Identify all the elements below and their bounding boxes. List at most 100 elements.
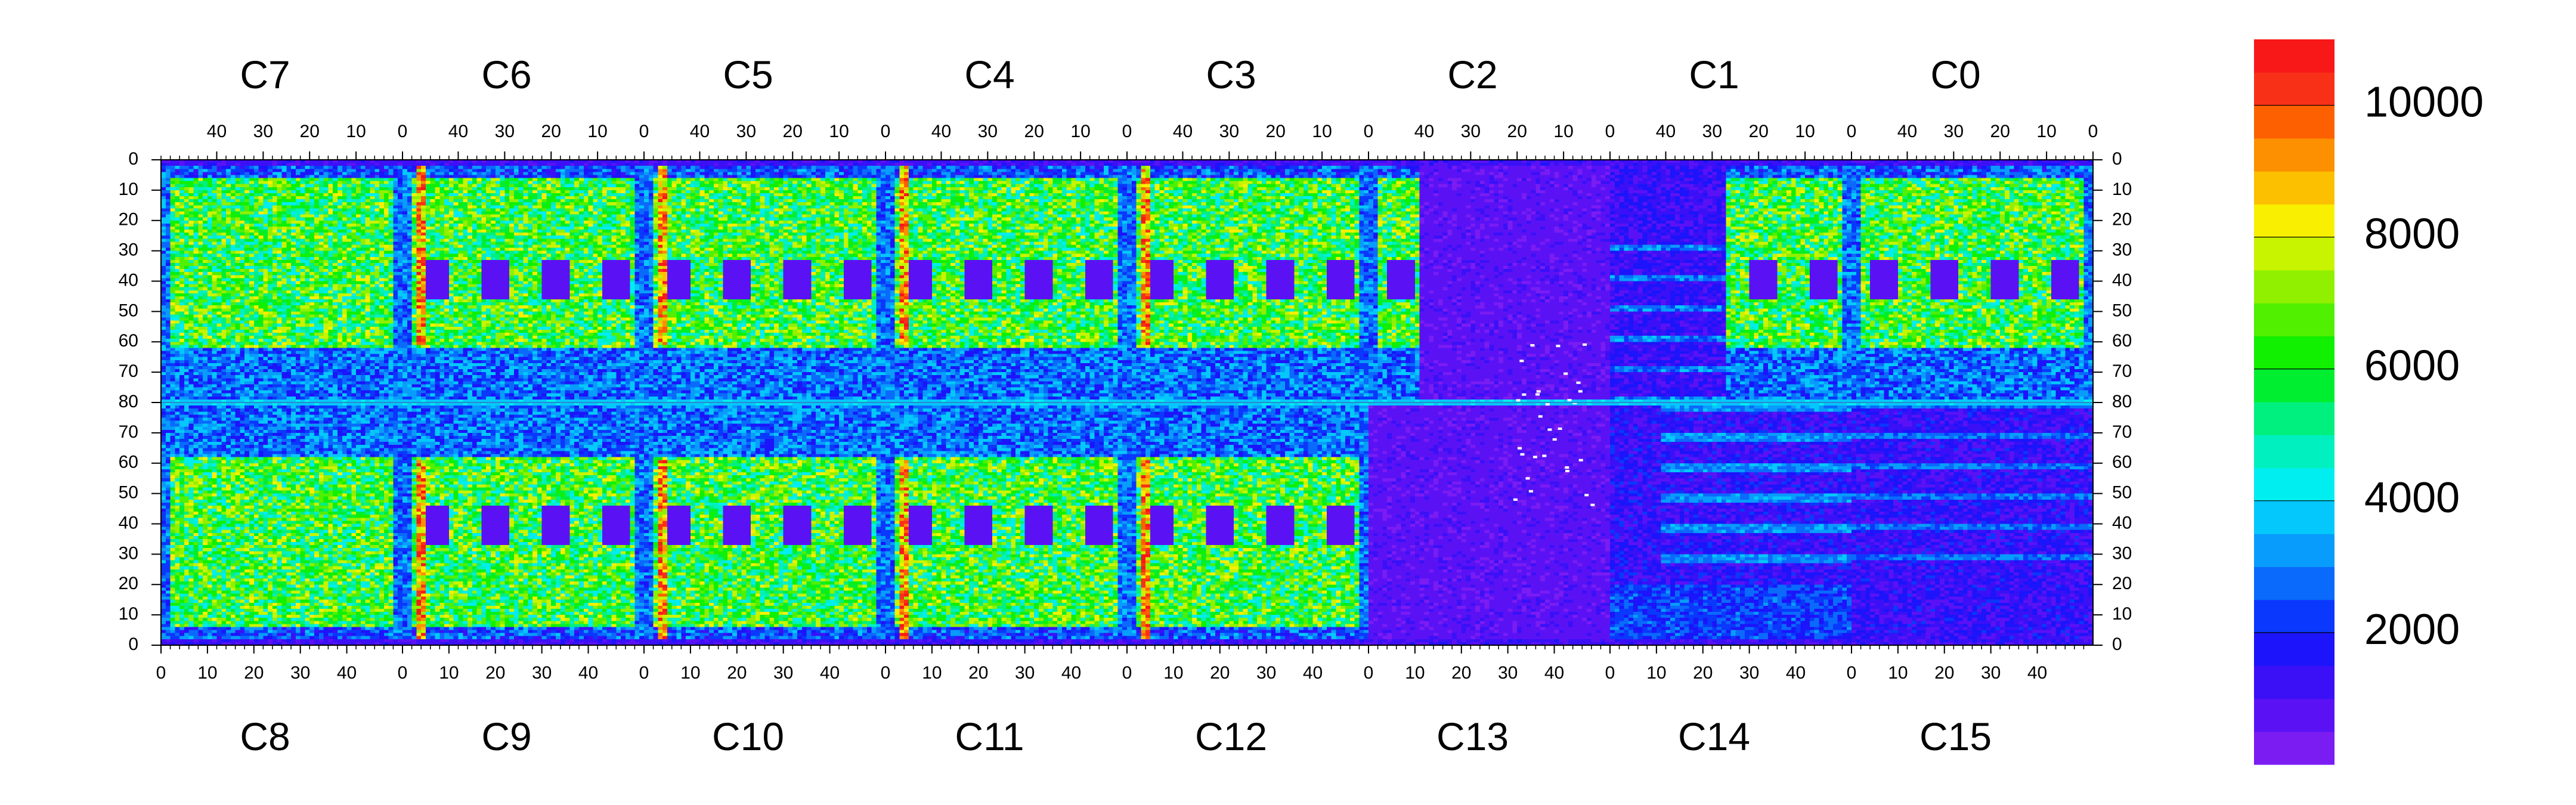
bottom-axis: 0 10 20 30 40 0 10 20 30 40 0 10 20 30 40 0 10 20 30 40 0 10 2… bbox=[156, 645, 2085, 683]
top-chip-labels: C7 C6 C5 C4 C3 C2 C1 C0 bbox=[240, 52, 1980, 97]
bottom-tick-label: 0 bbox=[881, 663, 891, 683]
bottom-tick-label: 40 bbox=[1061, 663, 1081, 683]
chip-label-c10: C10 bbox=[712, 714, 784, 758]
saturated-pixel bbox=[1547, 428, 1552, 431]
left-tick-label: 20 bbox=[119, 210, 138, 230]
top-tick-label: 40 bbox=[1656, 122, 1676, 141]
colorbar-segment bbox=[2254, 632, 2334, 666]
bottom-tick-label: 30 bbox=[1015, 663, 1035, 683]
colorbar-segment bbox=[2254, 500, 2334, 534]
saturated-pixel bbox=[1558, 427, 1562, 430]
top-tick-label: 10 bbox=[2036, 122, 2056, 141]
saturated-pixel bbox=[1532, 456, 1537, 459]
colorbar-segment bbox=[2254, 138, 2334, 172]
chip-label-c0: C0 bbox=[1930, 52, 1980, 97]
bottom-tick-label: 10 bbox=[197, 663, 217, 683]
left-tick-label: 10 bbox=[119, 179, 138, 199]
colorbar-label: 8000 bbox=[2364, 210, 2460, 258]
saturated-pixel bbox=[1542, 454, 1547, 457]
right-tick-label: 70 bbox=[2112, 422, 2132, 442]
right-tick-label: 0 bbox=[2112, 149, 2122, 169]
bottom-tick-label: 40 bbox=[1786, 663, 1806, 683]
colorbar-segment bbox=[2254, 698, 2334, 732]
top-tick-label: 20 bbox=[783, 122, 803, 141]
colorbar-segment bbox=[2254, 303, 2334, 337]
colorbar-segment bbox=[2254, 270, 2334, 304]
right-tick-label: 70 bbox=[2112, 361, 2132, 381]
colorbar-segment bbox=[2254, 566, 2334, 600]
saturated-pixel bbox=[1538, 415, 1543, 418]
colorbar-label: 2000 bbox=[2364, 606, 2460, 654]
saturated-pixel bbox=[1578, 390, 1583, 393]
left-tick-label: 20 bbox=[119, 574, 138, 593]
colorbar-segment bbox=[2254, 171, 2334, 205]
bottom-tick-label: 30 bbox=[532, 663, 552, 683]
bottom-tick-label: 20 bbox=[968, 663, 988, 683]
saturated-pixel bbox=[1528, 490, 1533, 493]
bottom-tick-label: 40 bbox=[578, 663, 598, 683]
bottom-tick-label: 40 bbox=[1544, 663, 1564, 683]
colorbar-segment bbox=[2254, 72, 2334, 106]
colorbar-segment bbox=[2254, 105, 2334, 139]
bottom-tick-label: 20 bbox=[1693, 663, 1713, 683]
chip-label-c2: C2 bbox=[1447, 52, 1497, 97]
bottom-tick-label: 0 bbox=[1364, 663, 1374, 683]
right-axis: 0 10 20 30 40 50 60 70 80 70 60 50 40 30 20 10 0 bbox=[2093, 149, 2132, 654]
colorbar-label: 4000 bbox=[2364, 474, 2460, 522]
top-tick-label: 10 bbox=[1312, 122, 1332, 141]
left-axis: 0 10 20 30 40 50 60 70 80 70 60 50 40 30 20 10 0 bbox=[119, 149, 161, 654]
saturated-pixel bbox=[1513, 498, 1518, 501]
top-tick-label: 30 bbox=[495, 122, 515, 141]
colorbar-segment bbox=[2254, 467, 2334, 501]
right-tick-label: 40 bbox=[2112, 270, 2132, 290]
bottom-tick-label: 20 bbox=[485, 663, 505, 683]
left-tick-label: 40 bbox=[119, 270, 138, 290]
top-tick-label: 20 bbox=[1507, 122, 1527, 141]
colorbar-segment bbox=[2254, 369, 2334, 402]
chip-label-c5: C5 bbox=[723, 52, 773, 97]
chip-label-c4: C4 bbox=[964, 52, 1014, 97]
top-tick-label: 0 bbox=[2088, 122, 2098, 141]
bottom-tick-label: 30 bbox=[1256, 663, 1276, 683]
left-tick-label: 50 bbox=[119, 301, 138, 320]
left-tick-label: 50 bbox=[119, 483, 138, 503]
top-tick-label: 30 bbox=[978, 122, 998, 141]
bottom-tick-label: 0 bbox=[639, 663, 649, 683]
saturated-pixel bbox=[1525, 477, 1530, 480]
bottom-tick-label: 10 bbox=[922, 663, 942, 683]
bottom-tick-label: 0 bbox=[1605, 663, 1615, 683]
chip-label-c14: C14 bbox=[1678, 714, 1750, 758]
bottom-tick-label: 0 bbox=[398, 663, 408, 683]
top-tick-label: 40 bbox=[207, 122, 227, 141]
saturated-pixel bbox=[1516, 399, 1521, 402]
top-tick-label: 20 bbox=[1266, 122, 1286, 141]
bottom-tick-label: 20 bbox=[1934, 663, 1954, 683]
saturated-pixel bbox=[1518, 447, 1522, 450]
left-tick-label: 70 bbox=[119, 361, 138, 381]
left-tick-label: 30 bbox=[119, 240, 138, 260]
bottom-tick-label: 30 bbox=[1498, 663, 1518, 683]
bottom-tick-label: 30 bbox=[1739, 663, 1759, 683]
chip-label-c12: C12 bbox=[1195, 714, 1267, 758]
bottom-tick-label: 20 bbox=[244, 663, 264, 683]
bottom-tick-label: 30 bbox=[1981, 663, 2001, 683]
top-tick-label: 20 bbox=[300, 122, 320, 141]
chip-label-c7: C7 bbox=[240, 52, 290, 97]
top-tick-label: 10 bbox=[346, 122, 366, 141]
saturated-pixel bbox=[1565, 469, 1570, 472]
top-tick-label: 10 bbox=[1795, 122, 1815, 141]
right-tick-label: 20 bbox=[2112, 574, 2132, 593]
chip-label-c13: C13 bbox=[1436, 714, 1509, 758]
bottom-tick-label: 10 bbox=[439, 663, 459, 683]
chip-label-c1: C1 bbox=[1689, 52, 1739, 97]
right-tick-label: 30 bbox=[2112, 543, 2132, 563]
saturated-pixel bbox=[1565, 466, 1569, 469]
bottom-tick-label: 0 bbox=[1122, 663, 1132, 683]
right-tick-label: 30 bbox=[2112, 240, 2132, 260]
top-tick-label: 40 bbox=[1414, 122, 1434, 141]
right-tick-label: 50 bbox=[2112, 301, 2132, 320]
bottom-tick-label: 40 bbox=[337, 663, 357, 683]
colorbar-segment bbox=[2254, 336, 2334, 370]
top-tick-label: 0 bbox=[1122, 122, 1132, 141]
